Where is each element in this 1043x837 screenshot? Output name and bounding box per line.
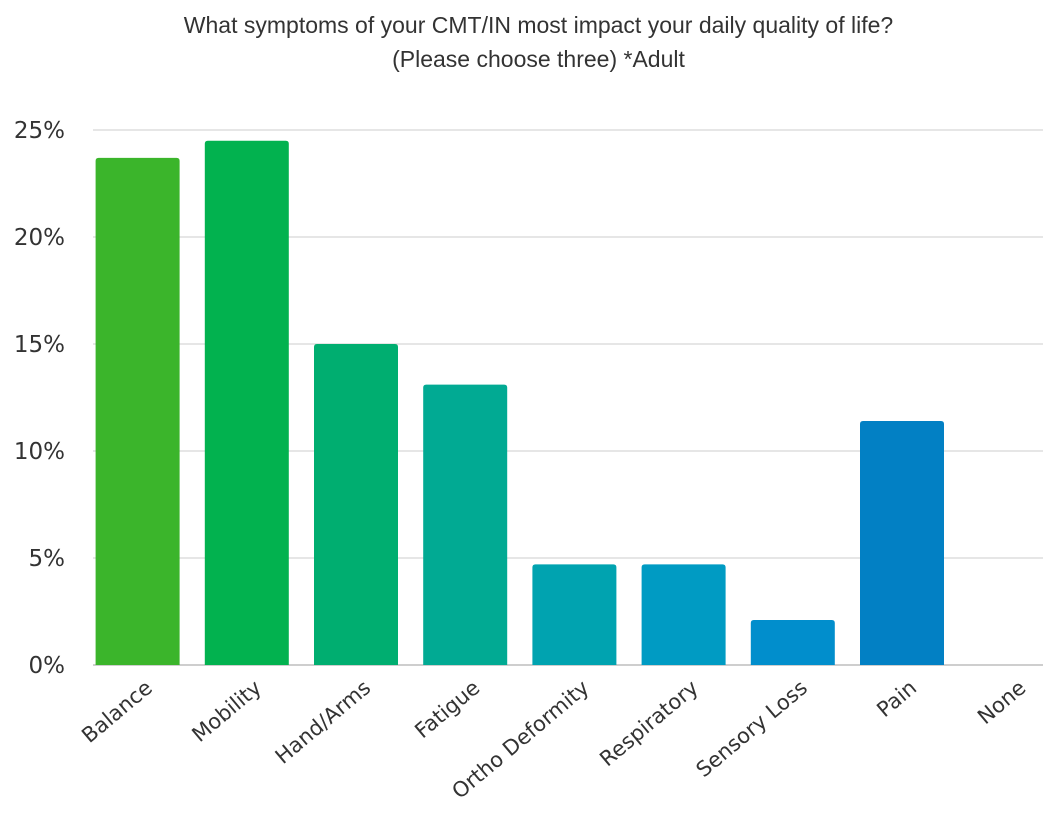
x-tick-label: Sensory Loss	[692, 675, 812, 782]
bar	[641, 564, 726, 665]
y-tick-label: 0%	[29, 653, 66, 679]
bar	[423, 384, 508, 665]
y-tick-label: 5%	[29, 546, 66, 572]
x-tick-label: Respiratory	[595, 675, 703, 771]
x-tick-label: Fatigue	[410, 675, 484, 743]
bar	[860, 421, 944, 665]
bar	[95, 157, 180, 665]
x-tick-label: None	[973, 675, 1030, 729]
y-tick-label: 20%	[14, 225, 65, 251]
x-tick-label: Balance	[77, 675, 157, 747]
y-tick-label: 25%	[14, 118, 65, 144]
chart-title: What symptoms of your CMT/IN most impact…	[183, 12, 894, 38]
y-tick-label: 10%	[14, 439, 65, 465]
bar	[750, 620, 835, 665]
bar	[204, 140, 289, 665]
chart-subtitle: (Please choose three) *Adult	[392, 46, 685, 72]
x-tick-label: Pain	[872, 675, 921, 721]
x-tick-label: Mobility	[187, 675, 266, 746]
y-tick-label: 15%	[14, 332, 65, 358]
x-tick-label: Hand/Arms	[271, 675, 376, 768]
bar	[314, 344, 398, 665]
bar	[532, 564, 617, 665]
